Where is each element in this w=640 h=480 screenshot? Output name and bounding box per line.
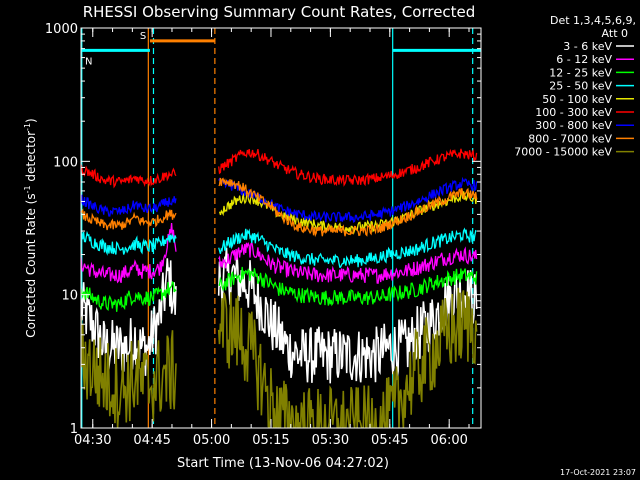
series-line — [81, 222, 478, 284]
series-line — [81, 247, 478, 384]
series-line — [81, 176, 478, 223]
x-tick-label: 05:30 — [312, 433, 349, 448]
x-tick-label: 05:00 — [193, 433, 230, 448]
series-line — [218, 188, 478, 235]
legend-subtitle: Att 0 — [602, 27, 628, 40]
axes: 1 10 100 1000 04:30 04:45 05:00 05:15 05:30 05:45… — [45, 22, 481, 448]
x-axis-label: Start Time (13-Nov-06 04:27:02) — [177, 456, 389, 471]
annotation-label: S — [140, 31, 146, 42]
legend-label: 12 - 25 keV — [549, 66, 612, 79]
x-tick-label: 06:00 — [430, 433, 467, 448]
legend-label: 50 - 100 keV — [542, 93, 612, 106]
legend-label: 300 - 800 keV — [535, 119, 612, 132]
annotation-label: N — [85, 56, 92, 67]
x-tick-label: 05:15 — [252, 433, 289, 448]
y-tick-label: 1 — [70, 422, 78, 437]
series-line — [81, 266, 478, 312]
series-line — [81, 148, 478, 189]
legend-label: 3 - 6 keV — [563, 40, 612, 53]
x-tick-label: 04:45 — [133, 433, 170, 448]
observing-annotations: SN — [81, 28, 481, 428]
legend-label: 6 - 12 keV — [556, 53, 612, 66]
y-tick-label: 1000 — [45, 22, 78, 37]
legend-label: 25 - 50 keV — [549, 80, 612, 93]
y-tick-label: 10 — [61, 289, 78, 304]
y-axis-label: Corrected Count Rate (s-1 detector-1) — [23, 118, 38, 337]
y-tick-label: 100 — [53, 155, 78, 170]
plot-timestamp: 17-Oct-2021 23:07 — [560, 468, 636, 477]
series-layer — [81, 148, 478, 428]
legend-label: 7000 - 15000 keV — [514, 146, 612, 159]
legend-label: 800 - 7000 keV — [528, 132, 612, 145]
legend-label: 100 - 300 keV — [535, 106, 612, 119]
x-tick-label: 04:30 — [74, 433, 111, 448]
series-line — [81, 287, 478, 428]
series-line — [81, 177, 478, 238]
chart-title: RHESSI Observing Summary Count Rates, Co… — [83, 3, 476, 21]
plot-frame — [80, 27, 482, 429]
x-tick-label: 05:45 — [371, 433, 408, 448]
legend-title: Det 1,3,4,5,6,9, — [550, 14, 636, 27]
series-line — [81, 227, 477, 268]
